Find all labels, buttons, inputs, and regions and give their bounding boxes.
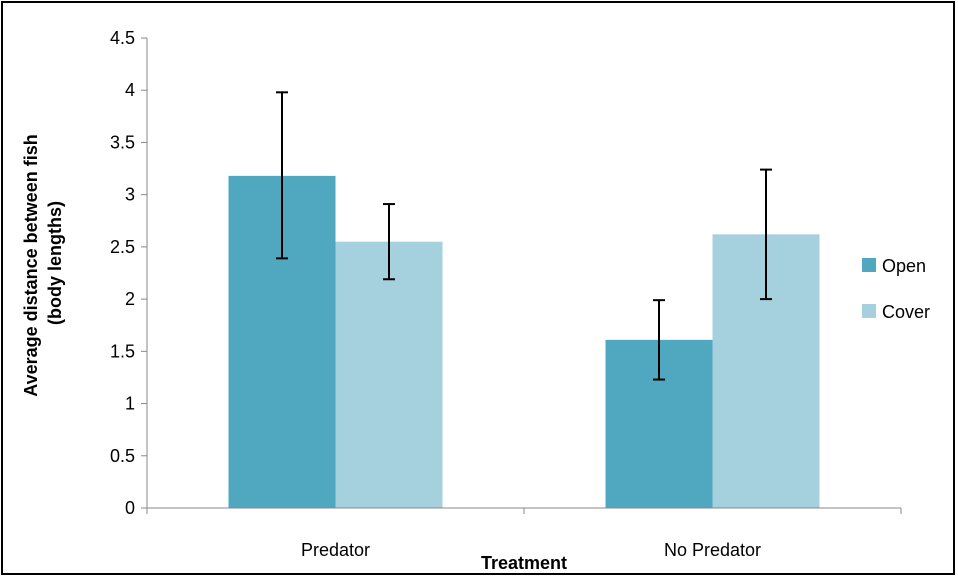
y-tick-label: 4.5 [110, 28, 135, 48]
legend-label-open: Open [882, 256, 926, 276]
legend: Open Cover [862, 256, 930, 322]
bar-cover-1 [335, 241, 443, 508]
y-tick-label: 3 [125, 185, 135, 205]
y-tick-label: 0.5 [110, 446, 135, 466]
y-axis-title: Average distance between fish (body leng… [21, 129, 65, 396]
x-axis-title: Treatment [481, 553, 567, 573]
y-axis-title-line-1: Average distance between fish [21, 134, 41, 396]
y-tick-label: 4 [125, 80, 135, 100]
y-tick-label: 3.5 [110, 132, 135, 152]
y-tick-label: 1 [125, 394, 135, 414]
x-tick-label: Predator [301, 540, 370, 560]
error-bars-layer [276, 91, 772, 381]
y-tick-label: 2 [125, 289, 135, 309]
y-tick-label: 0 [125, 498, 135, 518]
y-ticks-layer: 0 0.5 1 1.5 2 2.5 3 3.5 4 4.5 [110, 28, 147, 518]
legend-label-cover: Cover [882, 302, 930, 322]
y-tick-label: 2.5 [110, 237, 135, 257]
x-ticks-layer: Predator No Predator [146, 508, 902, 560]
legend-swatch-cover [862, 304, 876, 318]
legend-swatch-open [862, 258, 876, 272]
y-axis-title-line-2: (body lengths) [45, 201, 65, 325]
y-tick-label: 1.5 [110, 341, 135, 361]
x-tick-label: No Predator [664, 540, 761, 560]
bars-layer [228, 175, 820, 508]
